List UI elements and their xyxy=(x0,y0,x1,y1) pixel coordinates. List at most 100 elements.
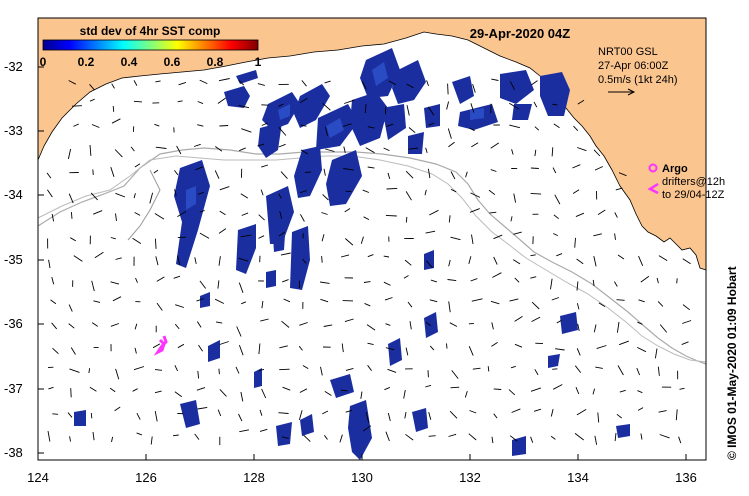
current-arrow xyxy=(450,386,460,389)
current-arrow xyxy=(618,172,627,177)
current-arrow xyxy=(258,368,265,372)
current-arrow xyxy=(197,370,200,379)
current-arrow xyxy=(451,370,459,379)
current-arrow xyxy=(530,254,536,257)
current-arrow xyxy=(299,322,308,326)
lon-tick-label: 130 xyxy=(351,470,373,485)
current-arrow xyxy=(51,276,55,285)
current-arrow xyxy=(48,259,51,269)
current-arrow xyxy=(550,278,553,290)
current-arrow xyxy=(132,237,142,244)
current-arrow xyxy=(278,412,289,414)
current-arrow xyxy=(616,413,622,419)
current-arrow xyxy=(405,191,412,201)
current-arrow xyxy=(658,255,668,261)
current-arrow xyxy=(156,276,165,282)
current-arrow xyxy=(173,434,179,437)
current-arrow xyxy=(614,281,618,287)
current-arrow xyxy=(596,345,607,350)
lon-tick-label: 134 xyxy=(567,470,589,485)
current-arrow xyxy=(597,209,606,215)
current-arrow xyxy=(616,299,625,301)
current-arrow xyxy=(510,365,516,369)
current-arrow xyxy=(425,384,432,388)
current-arrow xyxy=(343,146,346,154)
current-arrow xyxy=(321,256,323,263)
current-arrow xyxy=(91,124,100,128)
drifter-legend-line2: to 29/04-12Z xyxy=(662,189,725,201)
current-arrow xyxy=(155,256,159,266)
current-arrow xyxy=(514,316,523,322)
current-arrow xyxy=(468,346,474,356)
current-arrow xyxy=(193,143,201,147)
current-arrow xyxy=(469,208,480,213)
current-arrow xyxy=(617,365,624,376)
current-arrow xyxy=(364,103,367,114)
current-arrow xyxy=(258,343,261,355)
lon-tick-label: 128 xyxy=(243,470,265,485)
current-arrow xyxy=(426,80,429,87)
current-arrow xyxy=(530,387,542,392)
current-arrow xyxy=(405,216,408,223)
current-arrow xyxy=(278,143,286,148)
current-arrow xyxy=(575,387,580,395)
current-arrow xyxy=(219,210,226,216)
imos-credit: © IMOS 01-May-2020 01:09 Hobart xyxy=(725,266,739,460)
current-arrow xyxy=(324,391,332,396)
current-arrow xyxy=(300,149,309,155)
current-arrow xyxy=(136,412,141,420)
current-arrow xyxy=(572,164,581,169)
current-arrow xyxy=(682,258,691,265)
current-arrow xyxy=(298,410,303,421)
current-arrow xyxy=(92,169,94,175)
current-arrow xyxy=(194,433,200,440)
colorbar-tick: 0.6 xyxy=(164,55,181,69)
current-arrow xyxy=(682,304,690,311)
current-arrow xyxy=(279,211,283,220)
current-arrow xyxy=(430,279,438,283)
current-arrow xyxy=(320,366,323,376)
colorbar-gradient xyxy=(42,39,259,51)
current-arrow xyxy=(598,302,606,307)
current-arrow xyxy=(425,230,436,234)
current-arrow xyxy=(530,436,534,443)
current-arrow xyxy=(322,102,331,111)
current-arrow xyxy=(134,212,141,216)
current-arrow xyxy=(447,128,452,139)
current-arrow xyxy=(450,236,461,241)
current-arrow xyxy=(365,412,370,424)
current-arrow xyxy=(199,210,205,213)
argo-legend: Argo drifters@12h to 29/04-12Z xyxy=(647,163,725,201)
colorbar-tick: 1 xyxy=(255,55,262,69)
current-arrow xyxy=(550,408,554,417)
current-arrow xyxy=(345,238,354,246)
current-arrow xyxy=(50,299,57,305)
current-arrow xyxy=(429,299,438,303)
current-arrow xyxy=(345,367,354,371)
current-arrow xyxy=(178,81,187,86)
current-arrow xyxy=(174,391,183,398)
current-arrows xyxy=(46,78,692,446)
current-arrow xyxy=(491,78,499,81)
current-arrow xyxy=(73,255,83,262)
current-arrow xyxy=(364,302,371,307)
current-arrow xyxy=(322,194,329,201)
current-arrow xyxy=(282,386,291,391)
current-arrow xyxy=(299,388,308,393)
colorbar-tick: 0.2 xyxy=(78,55,95,69)
argo-legend-label: Argo xyxy=(662,163,688,175)
current-arrow xyxy=(279,345,288,349)
current-arrow xyxy=(472,84,476,93)
current-arrow xyxy=(654,348,658,359)
current-arrow xyxy=(638,255,644,266)
current-arrow xyxy=(344,208,351,213)
current-arrow xyxy=(259,428,268,432)
current-arrow xyxy=(513,231,522,235)
current-arrow xyxy=(94,251,104,259)
current-arrow xyxy=(114,149,123,158)
drifter-marker-icon xyxy=(647,182,659,195)
current-arrow xyxy=(136,432,143,436)
scale-arrow-head xyxy=(627,88,636,96)
current-arrow xyxy=(278,193,282,199)
current-arrow xyxy=(360,236,364,244)
